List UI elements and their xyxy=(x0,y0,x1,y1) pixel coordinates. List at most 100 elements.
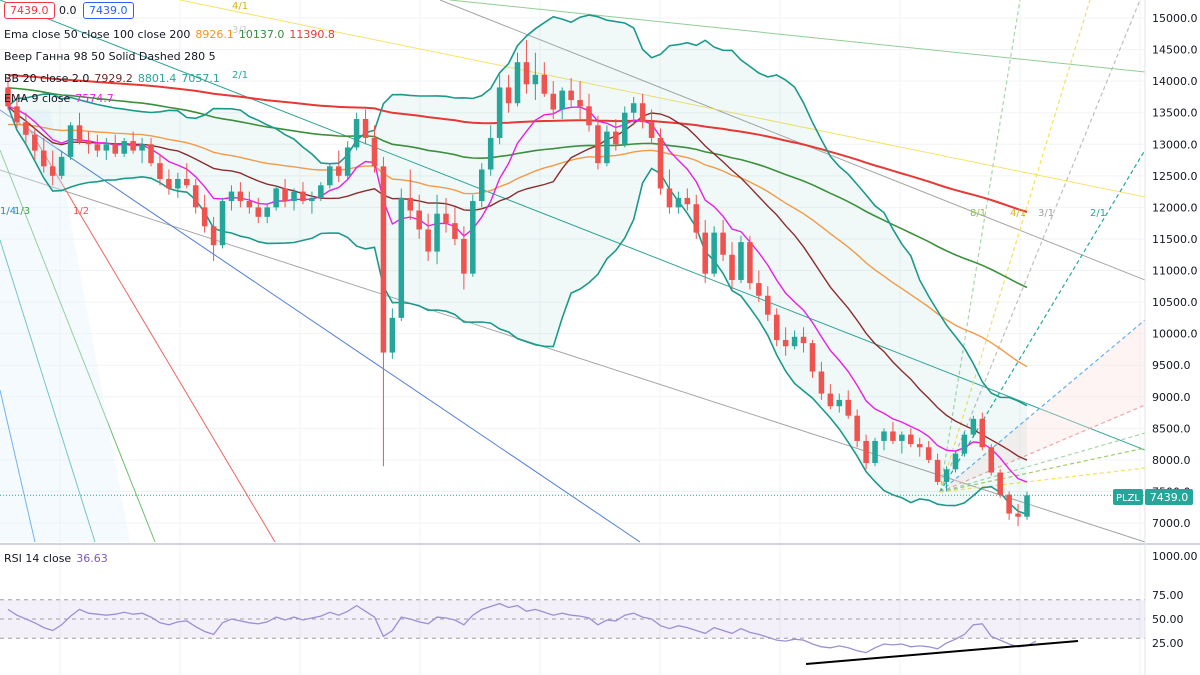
candle xyxy=(94,134,101,157)
candle-body xyxy=(478,169,485,202)
gann-label: 2/1 xyxy=(232,70,248,81)
candle xyxy=(470,194,476,277)
legend-gann-title: Веер Ганна 98 50 Solid Dashed 280 5 xyxy=(4,50,216,63)
price-axis-label: 14000.0 xyxy=(1152,75,1198,88)
candle-body xyxy=(675,197,682,208)
candle-body xyxy=(648,122,655,138)
legend-ema[interactable]: Ema close 50 close 100 close 200 8926.1 … xyxy=(4,28,335,41)
candle-body xyxy=(970,418,977,435)
price-axis-label: 11500.0 xyxy=(1152,233,1198,246)
gann-label: 8/1 xyxy=(970,208,986,219)
candle-body xyxy=(845,399,851,416)
price-axis-label: 13000.0 xyxy=(1152,138,1198,151)
candle-body xyxy=(1015,513,1021,517)
candle-body xyxy=(541,74,548,94)
candle-body xyxy=(121,141,127,154)
candle xyxy=(487,125,494,176)
candle xyxy=(559,87,565,119)
gann-label: 1/3 xyxy=(14,206,30,217)
candle-body xyxy=(890,431,896,441)
gann-ray xyxy=(439,0,1145,281)
legend-rsi-value: 36.63 xyxy=(76,552,108,565)
candle xyxy=(23,112,29,145)
candle-body xyxy=(586,106,592,126)
candle xyxy=(148,137,154,167)
candle xyxy=(371,125,378,173)
legend-ema9[interactable]: EMA 9 close 7574.7 xyxy=(4,92,114,105)
candle-body xyxy=(1024,495,1030,517)
legend-rsi[interactable]: RSI 14 close 36.63 xyxy=(4,552,108,565)
candle xyxy=(541,62,548,97)
legend-ema9-value: 7574.7 xyxy=(75,92,114,105)
candle-body xyxy=(747,242,753,284)
candle-body xyxy=(192,185,199,208)
candle xyxy=(988,444,995,476)
candle-body xyxy=(809,343,816,372)
candle xyxy=(184,163,190,189)
candle-body xyxy=(264,207,270,217)
legend-gann[interactable]: Веер Ганна 98 50 Solid Dashed 280 5 xyxy=(4,50,216,63)
candle-body xyxy=(577,100,583,107)
candle-body xyxy=(496,87,503,138)
price-axis-label: 9500.0 xyxy=(1152,359,1191,372)
candle xyxy=(416,194,422,239)
candle-body xyxy=(335,166,342,176)
candle-body xyxy=(729,254,735,280)
candle-body xyxy=(523,62,530,85)
candle-body xyxy=(550,93,557,110)
candle-body xyxy=(961,434,968,454)
candle xyxy=(121,137,127,157)
gann-ray xyxy=(0,109,641,543)
candle xyxy=(291,188,297,211)
candle-body xyxy=(1006,494,1012,514)
candle-body xyxy=(639,103,646,123)
indicator-lines xyxy=(7,14,1028,516)
candle-body xyxy=(85,141,92,145)
candle xyxy=(380,156,387,467)
ema50-line xyxy=(7,123,1028,368)
candle xyxy=(684,188,691,211)
gann-dashed-ray xyxy=(939,319,1145,493)
candle-body xyxy=(309,197,315,202)
rsi-axis-label: 1000.00 xyxy=(1152,550,1198,563)
candle-body xyxy=(353,119,360,148)
price-axis-label: 15000.0 xyxy=(1152,12,1198,25)
candle xyxy=(961,431,968,457)
candle xyxy=(1024,491,1030,520)
candle-body xyxy=(371,137,378,167)
candle xyxy=(85,131,92,154)
price-axis[interactable]: 15000.0 14500.0 14000.0 13500.0 13000.0 12500… xyxy=(1152,12,1198,530)
candle-body xyxy=(818,371,825,394)
candle xyxy=(890,422,896,445)
candle-body xyxy=(461,238,467,274)
candle xyxy=(818,362,825,400)
gann-dashed-ray xyxy=(939,404,1145,493)
candle xyxy=(353,112,360,151)
rsi-axis-label: 75.00 xyxy=(1152,589,1184,602)
rsi-axis[interactable]: 1000.00 75.00 50.00 25.00 xyxy=(1152,550,1198,650)
candle-body xyxy=(210,226,217,246)
candle-body xyxy=(175,178,181,189)
legend-ema-50: 8926.1 xyxy=(195,28,234,41)
candle xyxy=(595,115,601,170)
candle xyxy=(1006,491,1012,520)
candle xyxy=(407,169,414,220)
candle-body xyxy=(380,166,387,353)
trendline-rsi[interactable] xyxy=(805,640,1079,665)
candle xyxy=(362,109,369,145)
candle-body xyxy=(988,447,995,473)
candle-body xyxy=(827,393,834,407)
legend-bb-upper: 8801.4 xyxy=(137,72,177,85)
gann-label: 4/1 xyxy=(232,1,248,12)
candle xyxy=(201,194,208,233)
legend-bb[interactable]: BB 20 close 2.0 7929.2 8801.4 7057.1 xyxy=(4,72,220,85)
candle-body xyxy=(291,191,297,202)
gann-dashed-ray xyxy=(939,149,1145,493)
gann-ray xyxy=(0,0,1145,451)
candle xyxy=(782,327,789,356)
gann-ray xyxy=(0,149,156,543)
candle-body xyxy=(255,207,262,217)
candle-body xyxy=(425,229,431,252)
candle xyxy=(577,81,583,119)
